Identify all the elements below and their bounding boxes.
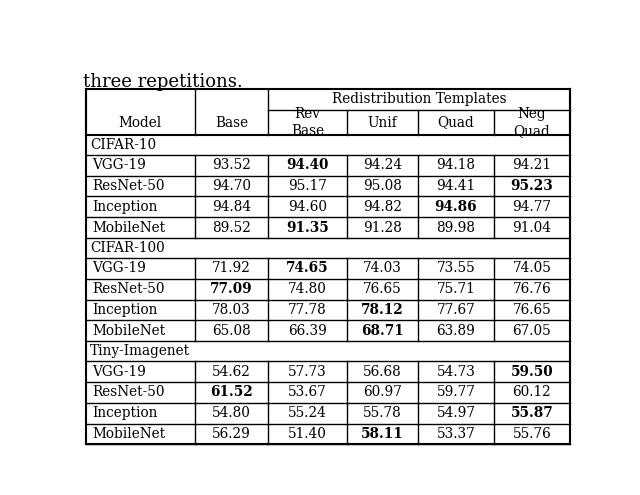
Text: 91.35: 91.35 [286,221,329,235]
Text: 74.80: 74.80 [288,282,327,296]
Text: Unif: Unif [367,115,397,130]
Text: Inception: Inception [92,303,158,317]
Text: Inception: Inception [92,406,158,420]
Text: 54.97: 54.97 [436,406,476,420]
Text: 78.12: 78.12 [361,303,404,317]
Text: 74.03: 74.03 [363,261,402,275]
Text: 58.11: 58.11 [361,427,404,441]
Text: ResNet-50: ResNet-50 [92,179,165,193]
Text: 95.08: 95.08 [363,179,402,193]
Text: 66.39: 66.39 [288,324,327,338]
Text: CIFAR-10: CIFAR-10 [90,138,156,152]
Text: 94.82: 94.82 [363,200,402,214]
Text: 67.05: 67.05 [513,324,551,338]
Text: 56.29: 56.29 [212,427,251,441]
Text: Neg
Quad: Neg Quad [513,107,550,138]
Text: 91.04: 91.04 [513,221,551,235]
Text: 54.62: 54.62 [212,365,251,379]
Text: 94.21: 94.21 [513,158,551,172]
Text: three repetitions.: three repetitions. [83,73,243,91]
Text: 61.52: 61.52 [210,386,253,399]
Text: 54.80: 54.80 [212,406,251,420]
Text: 94.86: 94.86 [435,200,477,214]
Text: Rev
Base: Rev Base [291,107,324,138]
Text: 94.77: 94.77 [513,200,551,214]
Text: VGG-19: VGG-19 [92,365,147,379]
Text: VGG-19: VGG-19 [92,158,147,172]
Text: 95.23: 95.23 [511,179,553,193]
Text: 89.98: 89.98 [436,221,476,235]
Text: Base: Base [215,115,248,130]
Text: 77.78: 77.78 [288,303,327,317]
Text: 55.78: 55.78 [363,406,402,420]
Text: Model: Model [119,115,162,130]
Text: 71.92: 71.92 [212,261,251,275]
Text: 51.40: 51.40 [288,427,327,441]
Text: 54.73: 54.73 [436,365,476,379]
Text: 94.24: 94.24 [363,158,402,172]
Text: 76.65: 76.65 [363,282,402,296]
Text: CIFAR-100: CIFAR-100 [90,241,165,255]
Text: 59.77: 59.77 [436,386,476,399]
Text: 74.05: 74.05 [513,261,551,275]
Text: 94.60: 94.60 [288,200,327,214]
Text: 93.52: 93.52 [212,158,251,172]
Text: 77.67: 77.67 [436,303,476,317]
Text: Inception: Inception [92,200,158,214]
Text: 75.71: 75.71 [436,282,476,296]
Text: 76.65: 76.65 [513,303,551,317]
Text: 94.41: 94.41 [436,179,476,193]
Text: 68.71: 68.71 [361,324,404,338]
Text: 53.67: 53.67 [288,386,327,399]
Text: 60.12: 60.12 [513,386,551,399]
Text: Redistribution Templates: Redistribution Templates [332,93,506,106]
Text: 94.84: 94.84 [212,200,251,214]
Text: 95.17: 95.17 [288,179,327,193]
Text: 74.65: 74.65 [286,261,329,275]
Text: 94.40: 94.40 [286,158,329,172]
Text: 55.24: 55.24 [288,406,327,420]
Text: 76.76: 76.76 [513,282,551,296]
Text: Quad: Quad [438,115,474,130]
Text: MobileNet: MobileNet [92,324,166,338]
Text: Tiny-Imagenet: Tiny-Imagenet [90,344,190,358]
Text: 55.76: 55.76 [513,427,551,441]
Text: 60.97: 60.97 [363,386,402,399]
Text: 89.52: 89.52 [212,221,251,235]
Text: 55.87: 55.87 [511,406,553,420]
Text: 57.73: 57.73 [288,365,327,379]
Text: 63.89: 63.89 [436,324,476,338]
Text: 73.55: 73.55 [436,261,476,275]
Text: ResNet-50: ResNet-50 [92,386,165,399]
Text: MobileNet: MobileNet [92,427,166,441]
Text: ResNet-50: ResNet-50 [92,282,165,296]
Text: 53.37: 53.37 [436,427,476,441]
Text: 77.09: 77.09 [210,282,253,296]
Text: 59.50: 59.50 [511,365,553,379]
Text: MobileNet: MobileNet [92,221,166,235]
Text: 94.18: 94.18 [436,158,476,172]
Text: 65.08: 65.08 [212,324,251,338]
Text: 56.68: 56.68 [363,365,402,379]
Text: 78.03: 78.03 [212,303,251,317]
Text: VGG-19: VGG-19 [92,261,147,275]
Text: 94.70: 94.70 [212,179,251,193]
Text: 91.28: 91.28 [363,221,402,235]
